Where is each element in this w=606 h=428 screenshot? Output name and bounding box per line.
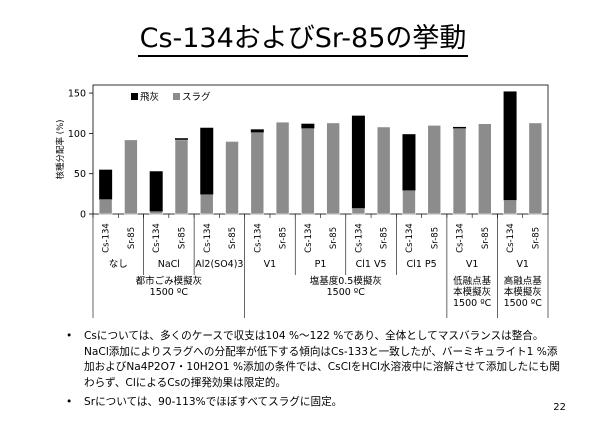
bar-fly-ash-6 <box>250 129 264 133</box>
bar-fly-ash-8 <box>301 123 315 129</box>
group-label-1: NaCl <box>158 259 180 270</box>
bar-fly-ash-3 <box>174 138 188 140</box>
super-group-label-0-0: 都市ごみ模擬灰 <box>136 275 203 287</box>
bar-fly-ash-12 <box>402 134 416 191</box>
bar-fly-ash-2 <box>149 171 163 212</box>
group-label-4: P1 <box>315 259 327 270</box>
bar-slag-2 <box>149 211 163 215</box>
slide-title: Cs-134およびSr-85の挙動 <box>0 22 606 57</box>
bar-slag-14 <box>452 128 467 215</box>
super-group-label-0-1: 1500 ºC <box>150 287 189 298</box>
super-group-label-3-1: 本模擬灰 <box>504 286 542 298</box>
category-label-15: Sr-85 <box>481 227 491 249</box>
super-group-label-2-0: 低融点基 <box>453 275 492 287</box>
super-group-label-1-0: 塩基度0.5模擬灰 <box>310 275 382 287</box>
bar-slag-17 <box>528 122 543 215</box>
bar-slag-12 <box>402 190 416 215</box>
category-label-8: Cs-134 <box>304 223 314 253</box>
category-label-9: Sr-85 <box>329 227 339 249</box>
category-label-7: Sr-85 <box>279 227 289 249</box>
group-label-2: Al2(SO4)3 <box>195 259 243 270</box>
y-tick-label-1: 50 <box>74 169 86 180</box>
note-item-sr: • Srについては、90-113%でほぼすべてスラグに固定。 <box>66 395 566 411</box>
note-item-cs: • Csについては、多くのケースで収支は104 %～122 %であり、全体としてマ… <box>66 329 566 391</box>
y-tick-label-0: 0 <box>80 210 86 221</box>
super-group-label-1-1: 1500 ºC <box>327 287 366 298</box>
category-label-6: Cs-134 <box>253 223 263 253</box>
group-label-6: Cl1 P5 <box>407 259 437 270</box>
legend-swatch-fly-ash <box>131 93 138 100</box>
category-label-5: Sr-85 <box>228 227 238 249</box>
bar-fly-ash-0 <box>99 169 113 200</box>
group-label-0: なし <box>109 259 128 270</box>
slide-title-text: Cs-134およびSr-85の挙動 <box>137 23 469 57</box>
category-label-2: Cs-134 <box>152 223 162 253</box>
bar-slag-15 <box>478 123 492 215</box>
bar-slag-16 <box>503 199 517 215</box>
category-label-10: Cs-134 <box>354 223 364 253</box>
super-group-label-2-2: 1500 ºC <box>453 298 492 309</box>
bar-slag-3 <box>174 139 189 215</box>
y-axis-label: 核種分配率 (%) <box>55 120 66 180</box>
distribution-chart: 0 50 100 150 核種分配率 (%) Cs-134 Sr-85 Cs-134 Sr-85… <box>55 84 549 318</box>
legend-label-fly-ash: 飛灰 <box>140 91 159 103</box>
bar-slag-8 <box>301 128 315 215</box>
y-tick-label-3: 150 <box>68 89 86 100</box>
note-text-cs: Csについては、多くのケースで収支は104 %～122 %であり、全体としてマス… <box>84 330 561 389</box>
bar-slag-7 <box>275 121 290 215</box>
legend-label-slag: スラグ <box>182 91 211 103</box>
category-label-16: Cs-134 <box>506 223 516 253</box>
category-label-13: Sr-85 <box>430 227 440 249</box>
bullet-icon: • <box>66 330 73 342</box>
super-group-label-2-1: 本模擬灰 <box>453 286 491 298</box>
group-label-7: V1 <box>466 259 479 270</box>
category-label-17: Sr-85 <box>531 227 541 249</box>
bar-slag-0 <box>98 199 113 215</box>
bar-slag-13 <box>427 125 442 215</box>
super-group-label-3-0: 高融点基 <box>504 275 543 287</box>
group-label-3: V1 <box>264 259 277 270</box>
group-label-5: Cl1 V5 <box>356 259 387 270</box>
super-group-label-3-2: 1500 ºC <box>504 298 543 309</box>
note-text-sr: Srについては、90-113%でほぼすべてスラグに固定。 <box>84 396 343 408</box>
legend-swatch-slag <box>173 93 180 100</box>
category-label-0: Cs-134 <box>102 223 112 253</box>
notes-list: • Csについては、多くのケースで収支は104 %～122 %であり、全体としてマ… <box>66 329 566 415</box>
bar-slag-11 <box>376 126 391 215</box>
plot-frame <box>92 84 549 215</box>
bar-slag-6 <box>250 132 265 215</box>
y-tick-label-2: 100 <box>68 129 86 140</box>
category-label-4: Cs-134 <box>203 223 213 253</box>
bar-slag-5 <box>225 141 239 215</box>
category-label-14: Cs-134 <box>456 223 466 253</box>
bar-fly-ash-10 <box>351 115 365 209</box>
category-label-12: Cs-134 <box>405 223 415 253</box>
bar-slag-1 <box>124 139 138 215</box>
bar-fly-ash-14 <box>453 126 467 129</box>
category-label-1: Sr-85 <box>127 227 137 249</box>
group-label-8: V1 <box>516 259 529 270</box>
bullet-icon: • <box>66 396 73 408</box>
category-label-3: Sr-85 <box>177 227 187 249</box>
bar-slag-4 <box>199 194 214 215</box>
bar-fly-ash-4 <box>200 127 214 195</box>
bar-slag-9 <box>326 122 340 215</box>
category-label-11: Sr-85 <box>380 227 390 249</box>
bar-fly-ash-16 <box>503 91 517 201</box>
bar-slag-10 <box>351 208 366 215</box>
page-number: 22 <box>553 402 566 413</box>
